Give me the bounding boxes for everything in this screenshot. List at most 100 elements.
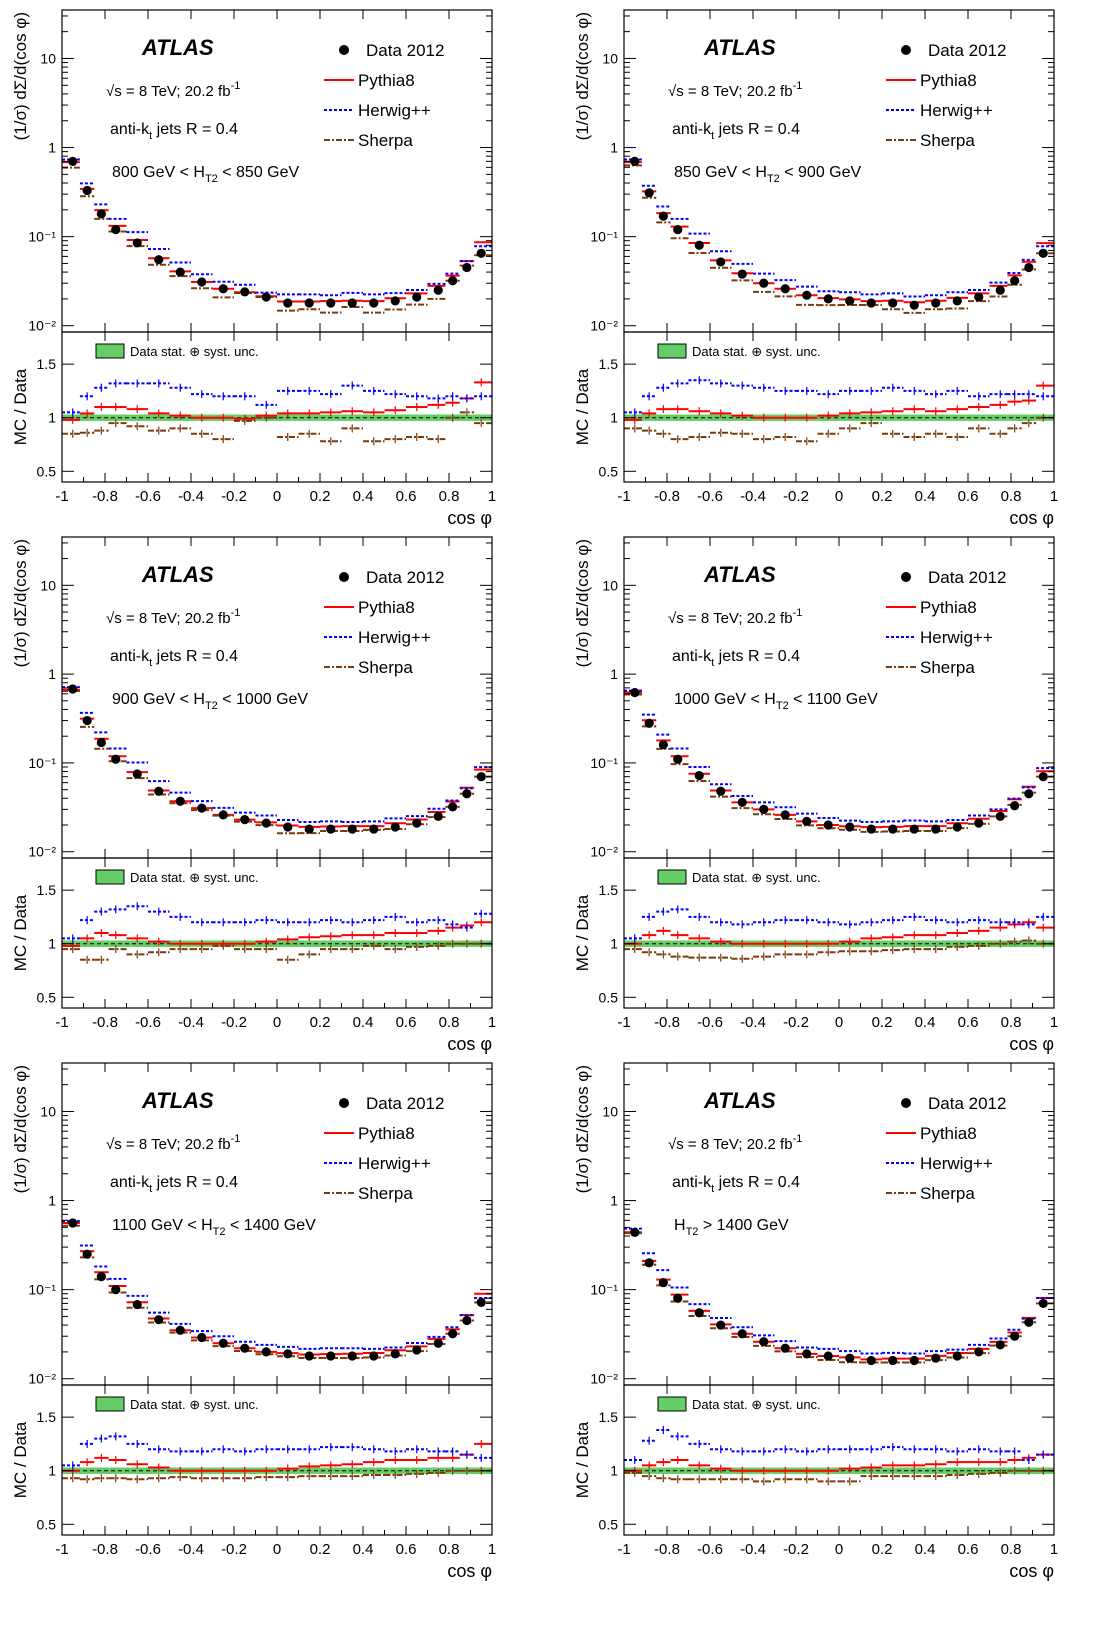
ratio-y-axis-label: MC / Data bbox=[573, 368, 592, 445]
region-sub: T2 bbox=[205, 700, 218, 712]
y-tick-label: 10 bbox=[602, 577, 618, 593]
x-axis-label: cos φ bbox=[447, 1561, 492, 1581]
chart-panel-2: -1 -0.8 -0.6 -0.4 -0.2 0 0.2 0.4 0.6 0.8 1 cos φ 10⁻… bbox=[573, 9, 1058, 528]
legend-herwig-label: Herwig++ bbox=[920, 1154, 993, 1173]
ratio-y-tick-label: 0.5 bbox=[37, 463, 57, 479]
x-tick-label: -0.8 bbox=[92, 1541, 118, 1558]
x-tick-label: -0.6 bbox=[135, 488, 161, 505]
jets-sub: t bbox=[711, 130, 714, 142]
x-tick-label: -0.2 bbox=[783, 488, 809, 505]
data-point bbox=[644, 718, 654, 728]
legend-data-marker bbox=[339, 45, 349, 55]
x-tick-label: -0.6 bbox=[135, 1541, 161, 1558]
data-point bbox=[283, 1349, 293, 1359]
legend-data-marker bbox=[901, 572, 911, 582]
legend-data-label: Data 2012 bbox=[928, 41, 1006, 60]
region-post: < 1400 GeV bbox=[226, 1217, 317, 1234]
atlas-label: ATLAS bbox=[141, 35, 214, 60]
legend-band-swatch bbox=[657, 869, 687, 885]
data-point bbox=[931, 824, 941, 834]
legend-data-label: Data 2012 bbox=[366, 1094, 444, 1113]
data-point bbox=[716, 786, 726, 796]
ratio-y-tick-label: 0.5 bbox=[599, 463, 619, 479]
energy-sup: -1 bbox=[231, 80, 241, 92]
data-point bbox=[866, 1355, 876, 1366]
data-point bbox=[995, 285, 1005, 295]
jets-post: jets R = 0.4 bbox=[714, 1174, 800, 1191]
uncertainty-band bbox=[62, 940, 492, 947]
x-tick-label: 1 bbox=[1050, 1014, 1058, 1031]
data-point bbox=[218, 810, 228, 820]
legend-data-label: Data 2012 bbox=[366, 41, 444, 60]
x-tick-label: -1 bbox=[55, 488, 68, 505]
data-point bbox=[96, 209, 106, 219]
data-point bbox=[1024, 262, 1034, 273]
data-point bbox=[154, 786, 164, 796]
atlas-label: ATLAS bbox=[141, 562, 214, 587]
data-point bbox=[448, 276, 458, 286]
data-point bbox=[326, 824, 336, 834]
region-sub: T2 bbox=[686, 1226, 699, 1238]
data-point bbox=[462, 789, 472, 799]
jets-sub: t bbox=[149, 130, 152, 142]
data-point bbox=[1038, 248, 1048, 258]
legend-data-label: Data 2012 bbox=[928, 1094, 1006, 1113]
jets-sub: t bbox=[149, 657, 152, 669]
x-tick-label: -1 bbox=[617, 488, 630, 505]
legend-band-label: Data stat. ⊕ syst. unc. bbox=[130, 344, 259, 359]
x-tick-label: -0.2 bbox=[221, 1014, 247, 1031]
x-tick-label: -0.4 bbox=[740, 1541, 766, 1558]
ratio-y-tick-label: 1 bbox=[610, 410, 618, 426]
data-point bbox=[68, 684, 78, 694]
atlas-label: ATLAS bbox=[703, 1088, 776, 1113]
region-sub: T2 bbox=[767, 173, 780, 185]
atlas-label: ATLAS bbox=[703, 35, 776, 60]
data-point bbox=[974, 818, 984, 828]
jets-label: anti-kt jets R = 0.4 bbox=[672, 1174, 800, 1195]
data-point bbox=[218, 1338, 228, 1348]
x-tick-label: -1 bbox=[55, 1014, 68, 1031]
data-point bbox=[630, 1227, 640, 1237]
data-point bbox=[347, 298, 357, 308]
legend-sherpa-label: Sherpa bbox=[358, 131, 413, 150]
data-point bbox=[304, 1351, 314, 1361]
data-point bbox=[974, 292, 984, 302]
x-axis-label: cos φ bbox=[447, 508, 492, 528]
y-tick-label: 1 bbox=[48, 1193, 56, 1209]
data-point bbox=[909, 300, 919, 310]
data-point bbox=[845, 1353, 855, 1363]
x-axis-label: cos φ bbox=[1009, 1034, 1054, 1054]
x-tick-label: -0.4 bbox=[178, 1014, 204, 1031]
legend-pythia-label: Pythia8 bbox=[358, 598, 415, 617]
ratio-y-tick-label: 1.5 bbox=[37, 1409, 57, 1425]
x-tick-label: -0.6 bbox=[135, 1014, 161, 1031]
data-point bbox=[412, 292, 422, 302]
y-axis-label: (1/σ) dΣ/d(cos φ) bbox=[11, 12, 30, 140]
legend-pythia-label: Pythia8 bbox=[358, 1124, 415, 1143]
energy-label: √s = 8 TeV; 20.2 fb-1 bbox=[668, 1133, 802, 1153]
data-point bbox=[240, 287, 250, 297]
legend-data-marker bbox=[901, 45, 911, 55]
data-point bbox=[1038, 1298, 1048, 1309]
data-point bbox=[433, 285, 443, 295]
data-point bbox=[433, 811, 443, 821]
data-point bbox=[283, 822, 293, 832]
region-label: 800 GeV < HT2 < 850 GeV bbox=[112, 164, 300, 185]
data-point bbox=[369, 298, 379, 308]
ratio-y-tick-label: 1 bbox=[48, 1463, 56, 1479]
data-point bbox=[433, 1338, 443, 1348]
data-point bbox=[823, 1351, 833, 1361]
x-tick-label: -0.8 bbox=[92, 488, 118, 505]
energy-label: √s = 8 TeV; 20.2 fb-1 bbox=[668, 80, 802, 100]
x-tick-label: -0.2 bbox=[221, 1541, 247, 1558]
jets-post: jets R = 0.4 bbox=[152, 121, 238, 138]
y-tick-label: 1 bbox=[610, 1193, 618, 1209]
data-point bbox=[261, 292, 271, 302]
data-point bbox=[154, 1315, 164, 1325]
jets-post: jets R = 0.4 bbox=[152, 1174, 238, 1191]
x-tick-label: 0.6 bbox=[396, 1541, 417, 1558]
data-point bbox=[96, 737, 106, 748]
x-tick-label: 1 bbox=[488, 1014, 496, 1031]
data-point bbox=[1010, 801, 1020, 811]
